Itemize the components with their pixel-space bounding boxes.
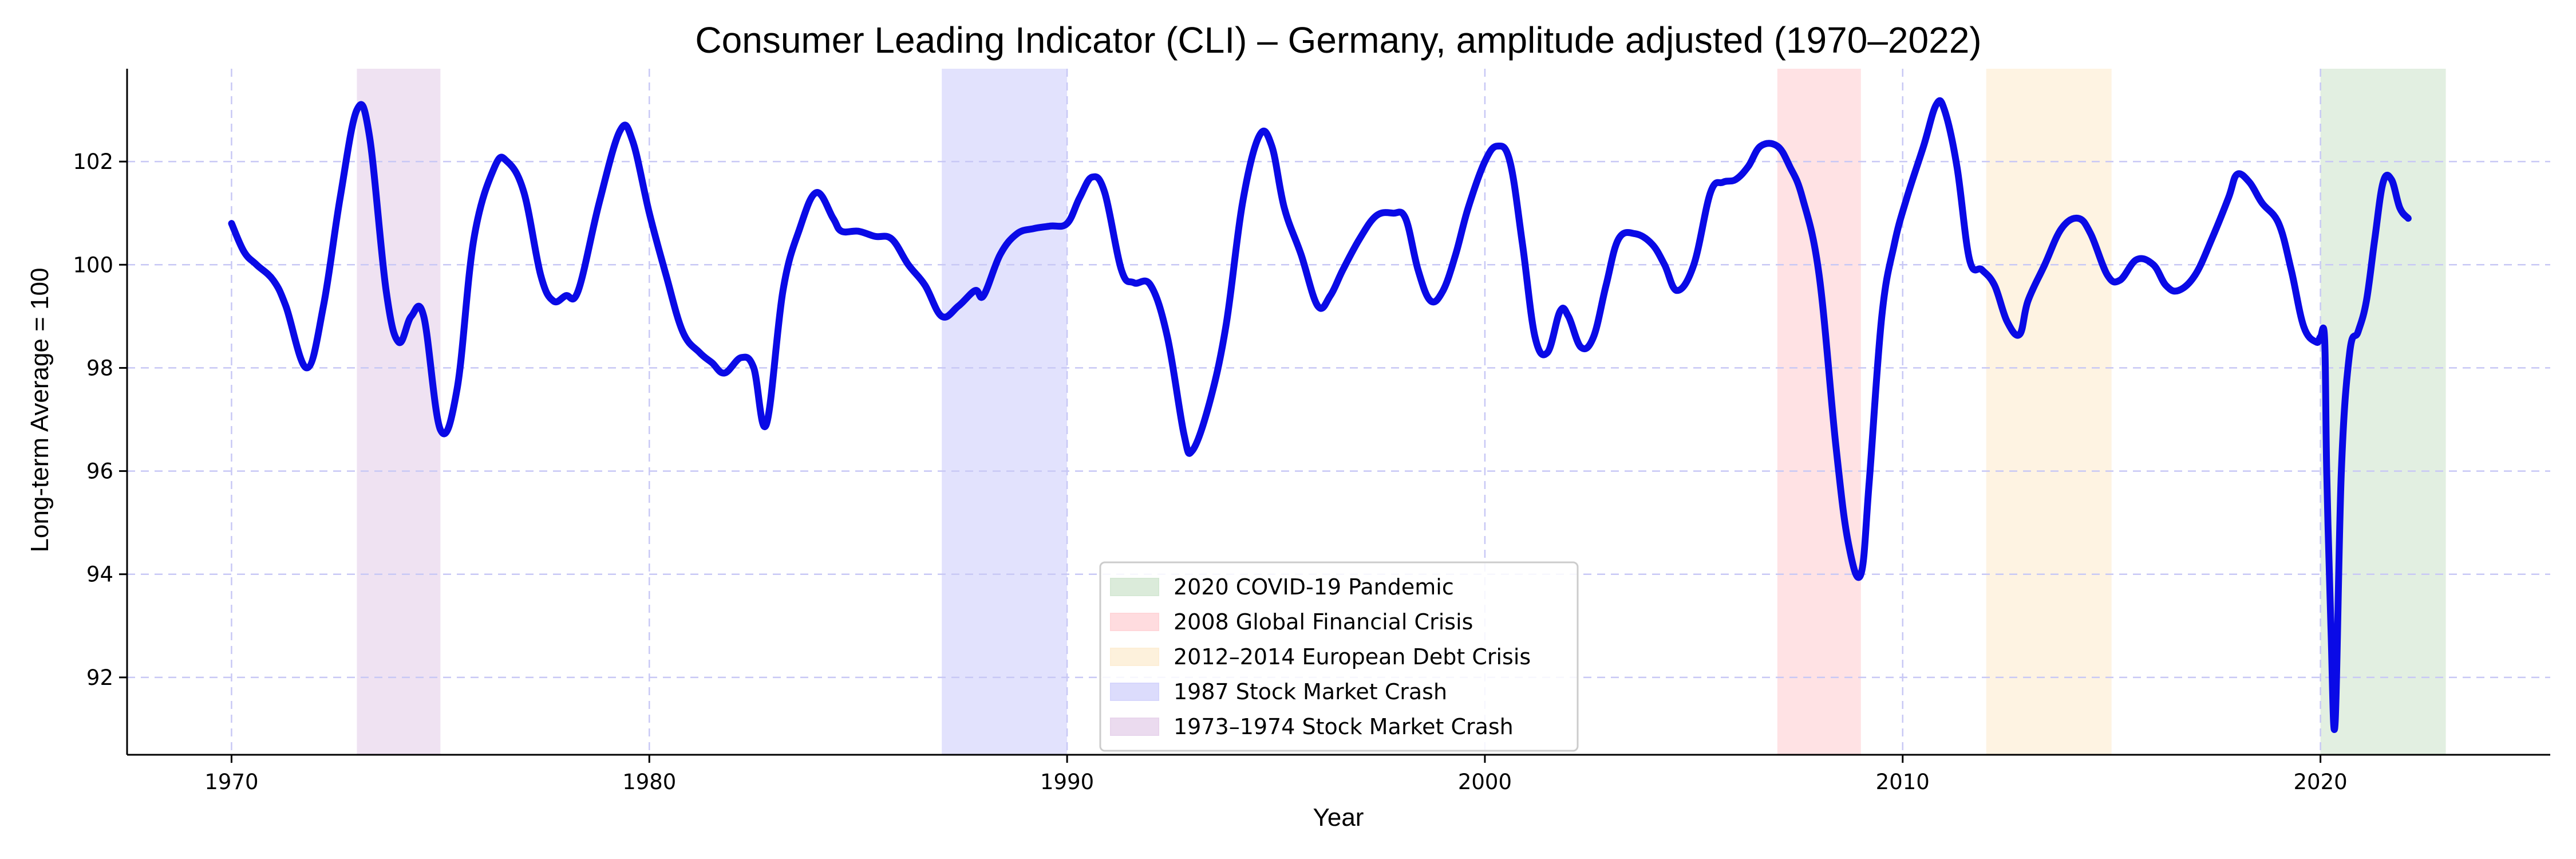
y-tick-label-5: 102 xyxy=(73,149,113,174)
shaded-period-1 xyxy=(1777,69,1861,755)
y-tick-label-2: 96 xyxy=(86,459,113,484)
legend: 2020 COVID-19 Pandemic 2008 Global Financ… xyxy=(1099,561,1579,752)
legend-label-3: 1987 Stock Market Crash xyxy=(1174,679,1447,704)
legend-label-4: 1973–1974 Stock Market Crash xyxy=(1174,714,1514,739)
series-layer xyxy=(228,97,2412,733)
x-tick-label-1: 1980 xyxy=(622,770,676,794)
x-tick-label-5: 2020 xyxy=(2294,770,2348,794)
x-tick-label-4: 2010 xyxy=(1876,770,1930,794)
shaded-periods xyxy=(357,69,2446,755)
tick-labels: 1970 1980 1990 2000 2010 2020 92 94 96 98 100 102 xyxy=(73,149,2347,794)
x-axis-label: Year xyxy=(1313,803,1364,832)
y-tick-label-4: 100 xyxy=(73,253,113,277)
x-tick-label-0: 1970 xyxy=(204,770,258,794)
legend-label-1: 2008 Global Financial Crisis xyxy=(1174,609,1473,635)
y-axis-label: Long-term Average = 100 xyxy=(26,268,54,553)
legend-swatch-3 xyxy=(1110,683,1159,701)
legend-swatch-4 xyxy=(1110,718,1159,736)
series-line-0 xyxy=(228,97,2412,733)
shaded-period-4 xyxy=(357,69,441,755)
legend-swatch-2 xyxy=(1110,648,1159,666)
y-tick-label-0: 92 xyxy=(86,665,113,690)
y-tick-label-1: 94 xyxy=(86,562,113,587)
chart-title: Consumer Leading Indicator (CLI) – Germa… xyxy=(695,19,1981,61)
shaded-period-2 xyxy=(1986,69,2112,755)
legend-box xyxy=(1099,561,1579,752)
y-tick-label-3: 98 xyxy=(86,356,113,380)
legend-label-0: 2020 COVID-19 Pandemic xyxy=(1174,574,1454,600)
legend-swatch-1 xyxy=(1110,613,1159,631)
axes xyxy=(119,69,2550,763)
x-tick-label-2: 1990 xyxy=(1040,770,1094,794)
shaded-period-3 xyxy=(942,69,1068,755)
legend-swatch-0 xyxy=(1110,578,1159,596)
legend-label-2: 2012–2014 European Debt Crisis xyxy=(1174,644,1531,669)
x-tick-label-3: 2000 xyxy=(1458,770,1512,794)
